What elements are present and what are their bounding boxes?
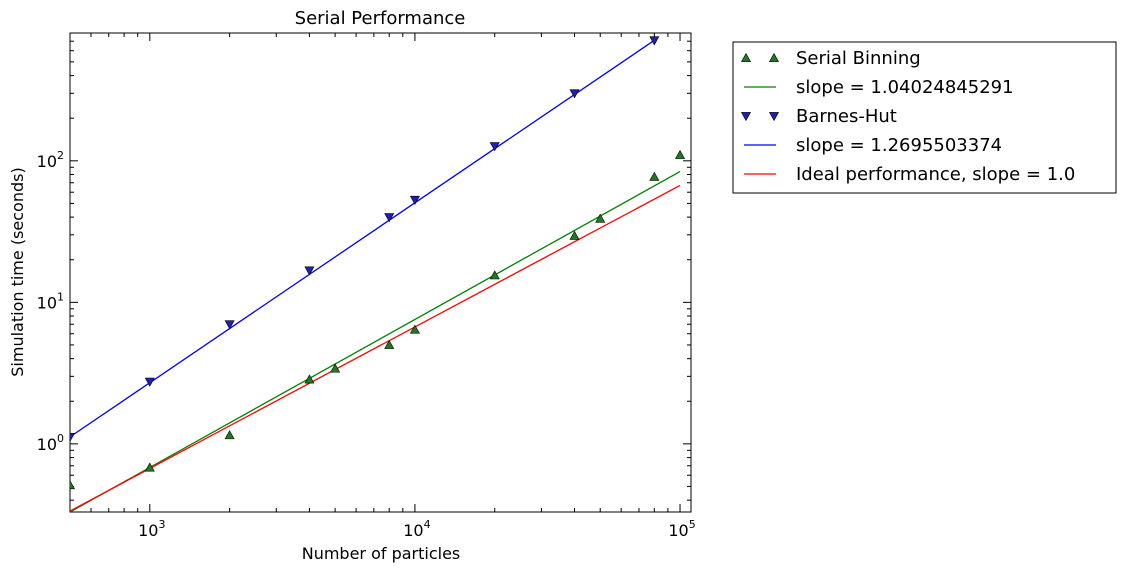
x-tick-label: 103 bbox=[138, 518, 165, 540]
legend-marker bbox=[740, 112, 752, 122]
x-tick-label: 105 bbox=[668, 518, 695, 540]
legend-frame bbox=[732, 41, 1117, 194]
serial-binning-point bbox=[70, 480, 76, 490]
barnes-hut-point bbox=[409, 195, 420, 205]
barnes-hut-point bbox=[489, 142, 500, 152]
y-tick-label: 100 bbox=[37, 432, 64, 454]
legend: Serial Binning slope = 1.04024845291 Barne… bbox=[732, 41, 1117, 194]
legend-label: Serial Binning bbox=[796, 48, 921, 69]
serial-binning-point bbox=[569, 230, 580, 240]
fit-line bbox=[70, 39, 655, 438]
x-axis-label: Number of particles bbox=[302, 544, 461, 563]
legend-marker bbox=[740, 52, 752, 62]
legend-label: Ideal performance, slope = 1.0 bbox=[796, 164, 1075, 185]
chart-title: Serial Performance bbox=[295, 8, 466, 29]
y-axis-label: Simulation time (seconds) bbox=[8, 167, 27, 376]
serial-binning-point bbox=[304, 374, 315, 384]
y-tick-label: 101 bbox=[37, 290, 64, 312]
axis-ticks: 103 104 105 100 101 102 bbox=[37, 32, 696, 540]
serial-binning-point bbox=[675, 149, 686, 159]
series-layer bbox=[70, 36, 686, 512]
x-tick-label: 104 bbox=[403, 518, 430, 540]
barnes-hut-point bbox=[224, 320, 235, 330]
legend-marker bbox=[768, 112, 780, 122]
legend-label: slope = 1.2695503374 bbox=[796, 135, 1002, 156]
y-tick-label: 102 bbox=[37, 149, 64, 171]
serial-binning-point bbox=[224, 430, 235, 440]
legend-label: Barnes-Hut bbox=[796, 106, 897, 127]
legend-label: slope = 1.04024845291 bbox=[796, 77, 1014, 98]
serial-binning-point bbox=[489, 270, 500, 280]
serial-binning-point bbox=[330, 363, 341, 373]
barnes-hut-point bbox=[649, 36, 660, 46]
serial-binning-point bbox=[595, 213, 606, 223]
barnes-hut-point bbox=[569, 89, 580, 99]
serial-binning-point bbox=[384, 339, 395, 349]
barnes-hut-point bbox=[70, 432, 76, 443]
serial-binning-point bbox=[144, 462, 155, 472]
barnes-hut-point bbox=[144, 377, 155, 387]
plot-area bbox=[69, 32, 692, 513]
legend-marker bbox=[768, 52, 780, 62]
serial-binning-point bbox=[409, 324, 420, 334]
fit-line bbox=[70, 170, 681, 512]
plot-frame bbox=[69, 32, 692, 513]
serial-binning-point bbox=[649, 171, 660, 181]
barnes-hut-point bbox=[384, 213, 395, 223]
barnes-hut-point bbox=[304, 266, 315, 276]
